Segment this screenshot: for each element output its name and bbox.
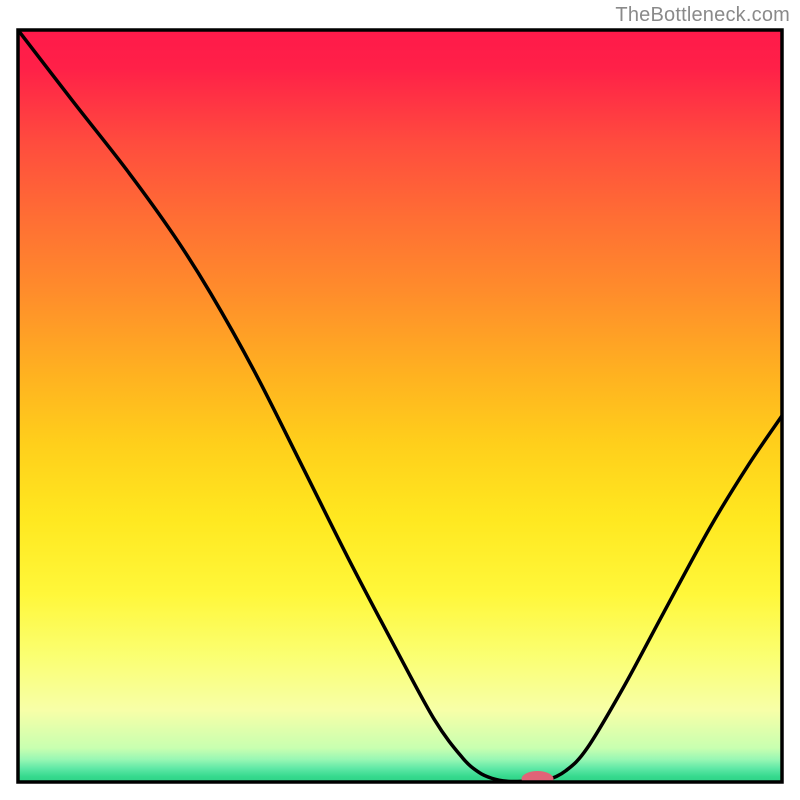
plot-area (18, 30, 782, 787)
gradient-background (18, 30, 782, 782)
chart-container: { "attribution": { "text": "TheBottlenec… (0, 0, 800, 800)
bottleneck-chart (0, 0, 800, 800)
optimal-point-marker (522, 771, 554, 787)
